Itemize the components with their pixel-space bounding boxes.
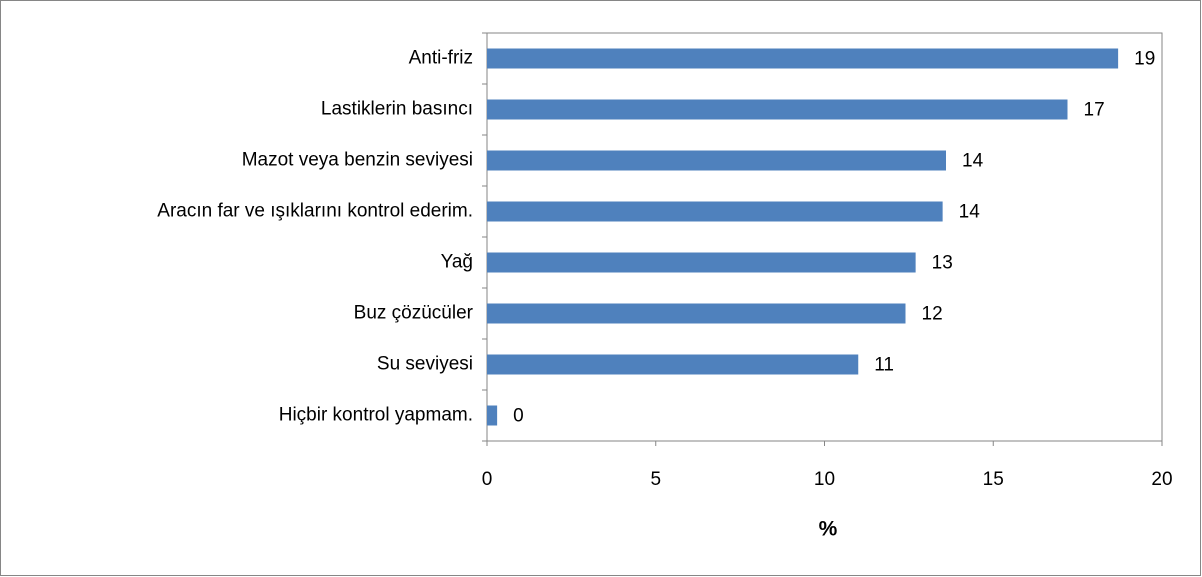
y-tick-label: Lastiklerin basıncı [321,99,473,120]
data-label: 11 [874,355,894,376]
y-tick-label: Mazot veya benzin seviyesi [242,150,473,171]
y-tick-label: Anti-friz [409,48,473,69]
x-tick-label: 15 [983,469,1004,490]
bar [487,99,1068,120]
data-label: 12 [922,304,943,325]
data-label: 14 [959,202,981,223]
bar [487,354,859,375]
y-tick-label: Hiçbir kontrol yapmam. [279,405,473,426]
x-axis-label: % [819,518,838,541]
bar [487,405,498,426]
bar [487,303,906,324]
y-tick-label: Yağ [441,252,473,273]
x-tick-label: 0 [482,469,493,490]
y-tick-label: Aracın far ve ışıklarını kontrol ederim. [157,201,473,222]
bar [487,48,1119,69]
bar [487,201,943,222]
x-tick-label: 10 [814,469,835,490]
data-label: 17 [1084,100,1105,121]
x-tick-label: 20 [1151,469,1172,490]
data-label: 13 [932,253,953,274]
y-tick-label: Su seviyesi [377,354,473,375]
x-tick-label: 5 [650,469,661,490]
bar [487,252,916,273]
data-label: 0 [513,406,524,427]
data-label: 14 [962,151,984,172]
y-tick-label: Buz çözücüler [354,303,474,324]
data-label: 19 [1134,49,1155,70]
bar [487,150,946,171]
